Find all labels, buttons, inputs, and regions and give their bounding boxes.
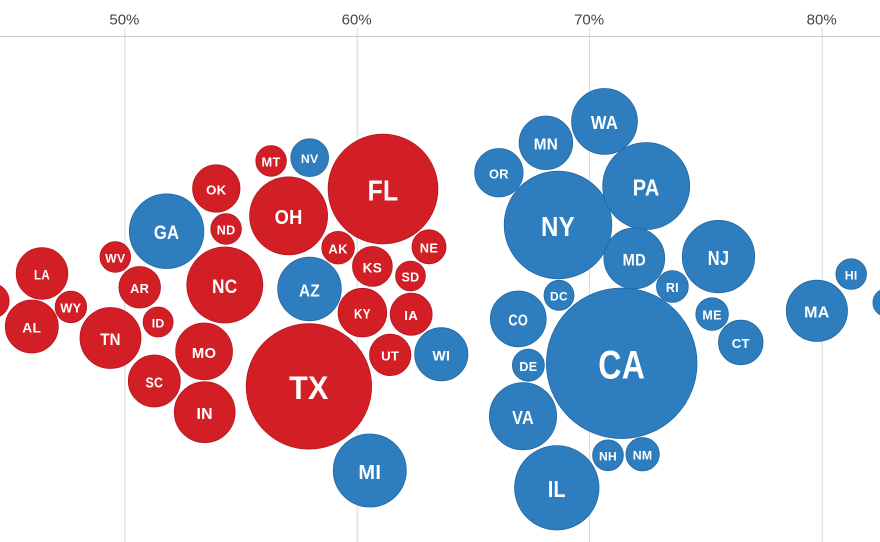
- svg-text:HI: HI: [845, 269, 858, 283]
- svg-text:LA: LA: [34, 268, 50, 283]
- svg-text:WV: WV: [105, 251, 126, 265]
- svg-text:NM: NM: [633, 449, 653, 463]
- svg-text:NY: NY: [541, 211, 575, 242]
- svg-text:MI: MI: [358, 462, 381, 484]
- svg-text:AR: AR: [130, 281, 149, 296]
- svg-text:WY: WY: [60, 301, 81, 316]
- svg-text:SD: SD: [402, 271, 420, 285]
- svg-text:IA: IA: [404, 308, 418, 323]
- svg-text:TN: TN: [100, 331, 121, 349]
- svg-text:50%: 50%: [109, 12, 139, 29]
- svg-text:NJ: NJ: [708, 248, 730, 270]
- svg-text:OK: OK: [206, 182, 227, 197]
- svg-text:WA: WA: [591, 113, 618, 133]
- svg-text:ND: ND: [217, 224, 236, 238]
- svg-text:CA: CA: [598, 344, 645, 388]
- svg-text:ME: ME: [702, 309, 721, 323]
- svg-text:UT: UT: [381, 349, 399, 364]
- svg-text:OH: OH: [275, 207, 303, 229]
- svg-text:AZ: AZ: [299, 280, 320, 300]
- svg-text:NH: NH: [599, 450, 617, 464]
- svg-text:CT: CT: [732, 336, 750, 351]
- svg-text:MA: MA: [804, 305, 830, 322]
- svg-text:MT: MT: [262, 155, 281, 170]
- svg-text:SC: SC: [145, 375, 163, 391]
- svg-text:IL: IL: [548, 476, 566, 502]
- svg-text:MD: MD: [623, 250, 646, 269]
- svg-text:IN: IN: [196, 406, 212, 423]
- svg-text:60%: 60%: [342, 12, 372, 29]
- svg-text:NV: NV: [301, 152, 319, 166]
- svg-text:KS: KS: [363, 260, 382, 275]
- svg-text:ID: ID: [152, 316, 165, 330]
- svg-text:AL: AL: [22, 321, 41, 336]
- svg-text:KY: KY: [354, 306, 371, 322]
- svg-text:80%: 80%: [807, 12, 837, 29]
- svg-text:MN: MN: [534, 136, 558, 153]
- svg-text:DE: DE: [519, 360, 537, 374]
- svg-text:NC: NC: [212, 277, 238, 298]
- svg-text:AK: AK: [328, 241, 348, 256]
- svg-text:GA: GA: [154, 223, 180, 244]
- svg-text:PA: PA: [633, 174, 660, 200]
- svg-text:VA: VA: [512, 407, 534, 428]
- svg-text:FL: FL: [368, 176, 399, 208]
- svg-text:OR: OR: [489, 166, 509, 181]
- svg-text:CO: CO: [508, 312, 528, 329]
- svg-text:MO: MO: [192, 346, 216, 362]
- svg-text:NE: NE: [420, 240, 439, 255]
- svg-text:RI: RI: [666, 281, 679, 295]
- svg-text:TX: TX: [289, 370, 329, 406]
- svg-text:70%: 70%: [574, 12, 604, 29]
- svg-text:DC: DC: [550, 290, 568, 304]
- svg-text:WI: WI: [432, 348, 450, 364]
